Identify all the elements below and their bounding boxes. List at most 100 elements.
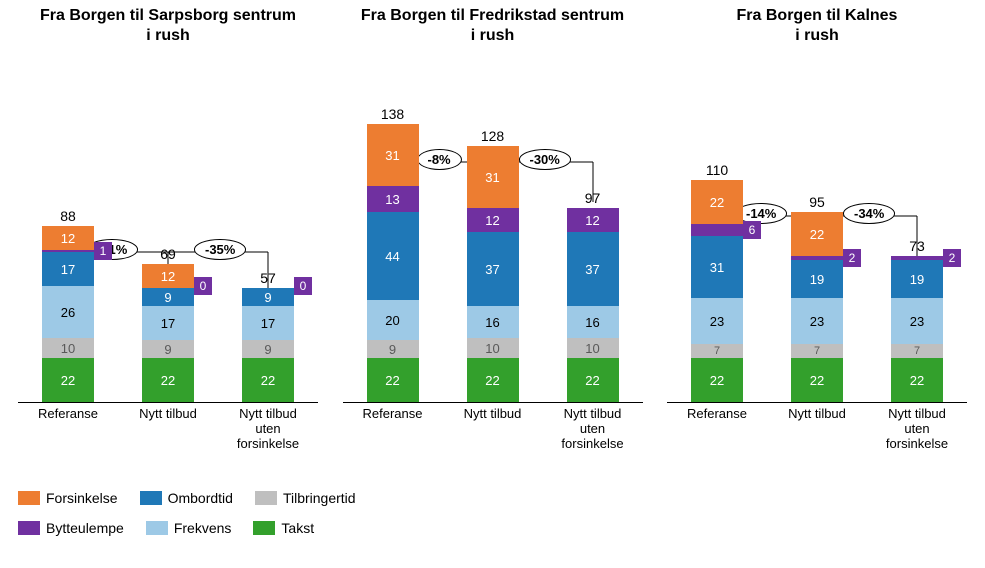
- segment-takst: 22: [367, 358, 419, 402]
- segment-bytteulempe: 13: [367, 186, 419, 212]
- segment-tilbringertid: 10: [567, 338, 619, 358]
- segment-bytteulempe: 12: [467, 208, 519, 232]
- segment-takst: 22: [791, 358, 843, 402]
- bar: 952272319222: [787, 194, 847, 402]
- segment-takst: 22: [891, 358, 943, 402]
- segment-ombordtid: 44: [367, 212, 419, 300]
- segment-forsinkelse: 22: [791, 212, 843, 256]
- segment-frekvens: 23: [791, 298, 843, 344]
- plot-area: 11022723316229522723192227322723192: [667, 122, 967, 403]
- segment-takst: 22: [467, 358, 519, 402]
- segment-ombordtid: 31: [691, 236, 743, 298]
- segment-takst: 22: [567, 358, 619, 402]
- bar-total: 57: [260, 270, 276, 286]
- bar: 128 221016371231: [463, 128, 523, 402]
- legend-label: Takst: [281, 520, 314, 536]
- bar: 572291790: [238, 270, 298, 402]
- segment-bytteulempe: 2: [791, 256, 843, 260]
- segment-forsinkelse: 31: [367, 124, 419, 186]
- legend-item: Bytteulempe: [18, 520, 124, 536]
- x-axis-labels: ReferanseNytt tilbudNytt tilbudutenforsi…: [18, 407, 318, 452]
- bar-total: 88: [60, 208, 76, 224]
- segment-ombordtid: 19: [791, 260, 843, 298]
- segment-frekvens: 23: [891, 298, 943, 344]
- x-axis-labels: ReferanseNytt tilbudNytt tilbudutenforsi…: [343, 407, 643, 452]
- bar-total: 97: [585, 190, 601, 206]
- segment-bytteulempe: 2: [891, 256, 943, 260]
- legend-item: Ombordtid: [140, 490, 233, 506]
- segment-tilbringertid: 10: [467, 338, 519, 358]
- x-label: Nytt tilbud: [448, 407, 538, 452]
- bar: 97 2210163712: [563, 190, 623, 402]
- legend-label: Tilbringertid: [283, 490, 356, 506]
- segment-ombordtid: 19: [891, 260, 943, 298]
- segment-ombordtid: 37: [467, 232, 519, 306]
- legend-item: Forsinkelse: [18, 490, 118, 506]
- chart-fredrikstad: Fra Borgen til Fredrikstad sentrum i rus…: [343, 6, 643, 452]
- segment-forsinkelse: 31: [467, 146, 519, 208]
- bar: 88 22102617112: [38, 208, 98, 402]
- segment-takst: 22: [242, 358, 294, 402]
- segment-forsinkelse: 12: [42, 226, 94, 250]
- legend-swatch: [140, 491, 162, 505]
- bar: 13822920441331: [363, 106, 423, 402]
- segment-ombordtid: 9: [242, 288, 294, 306]
- segment-tilbringertid: 9: [242, 340, 294, 358]
- x-axis-labels: ReferanseNytt tilbudNytt tilbudutenforsi…: [667, 407, 967, 452]
- segment-takst: 22: [142, 358, 194, 402]
- legend-label: Forsinkelse: [46, 490, 118, 506]
- segment-forsinkelse: 12: [142, 264, 194, 288]
- segment-bytteulempe: 12: [567, 208, 619, 232]
- segment-tilbringertid: 7: [791, 344, 843, 358]
- bar-total: 95: [809, 194, 825, 210]
- x-label: Referanse: [672, 407, 762, 452]
- x-label: Referanse: [348, 407, 438, 452]
- legend-label: Frekvens: [174, 520, 232, 536]
- segment-frekvens: 23: [691, 298, 743, 344]
- x-label: Nytt tilbudutenforsinkelse: [548, 407, 638, 452]
- segment-forsinkelse: 22: [691, 180, 743, 224]
- legend-swatch: [146, 521, 168, 535]
- segment-frekvens: 17: [242, 306, 294, 340]
- chart-title: Fra Borgen til Fredrikstad sentrum i rus…: [343, 6, 643, 46]
- legend-item: Tilbringertid: [255, 490, 356, 506]
- chart-sarpsborg: Fra Borgen til Sarpsborg sentrum i rush …: [18, 6, 318, 452]
- segment-tilbringertid: 7: [691, 344, 743, 358]
- segment-tilbringertid: 9: [367, 340, 419, 358]
- segment-frekvens: 17: [142, 306, 194, 340]
- segment-tilbringertid: 7: [891, 344, 943, 358]
- bar-total: 110: [706, 162, 728, 178]
- segment-ombordtid: 37: [567, 232, 619, 306]
- bar: 1102272331622: [687, 162, 747, 402]
- segment-frekvens: 16: [467, 306, 519, 338]
- legend-item: Takst: [253, 520, 314, 536]
- bar-total: 73: [909, 238, 925, 254]
- legend-label: Ombordtid: [168, 490, 233, 506]
- plot-area: 1382292044133112822101637123197221016371…: [343, 122, 643, 403]
- legend-swatch: [18, 521, 40, 535]
- segment-tilbringertid: 10: [42, 338, 94, 358]
- bar: 73 22723192: [887, 238, 947, 402]
- segment-bytteulempe: 1: [42, 250, 94, 252]
- legend-swatch: [253, 521, 275, 535]
- segment-frekvens: 26: [42, 286, 94, 338]
- segment-takst: 22: [691, 358, 743, 402]
- segment-tilbringertid: 9: [142, 340, 194, 358]
- bar-total: 128: [481, 128, 504, 144]
- legend-swatch: [18, 491, 40, 505]
- legend-item: Frekvens: [146, 520, 232, 536]
- segment-frekvens: 16: [567, 306, 619, 338]
- charts-row: Fra Borgen til Sarpsborg sentrum i rush …: [0, 0, 985, 452]
- legend-label: Bytteulempe: [46, 520, 124, 536]
- bar-total: 138: [381, 106, 404, 122]
- x-label: Nytt tilbudutenforsinkelse: [872, 407, 962, 452]
- plot-area: 882210261711269229179012572291790: [18, 122, 318, 403]
- segment-takst: 22: [42, 358, 94, 402]
- bar-total: 69: [160, 246, 176, 262]
- chart-title: Fra Borgen til Sarpsborg sentrum i rush: [18, 6, 318, 46]
- segment-ombordtid: 17: [42, 252, 94, 286]
- segment-ombordtid: 9: [142, 288, 194, 306]
- x-label: Nytt tilbudutenforsinkelse: [223, 407, 313, 452]
- chart-kalnes: Fra Borgen til Kalnes i rush -14% -34% 1…: [667, 6, 967, 452]
- chart-title: Fra Borgen til Kalnes i rush: [667, 6, 967, 46]
